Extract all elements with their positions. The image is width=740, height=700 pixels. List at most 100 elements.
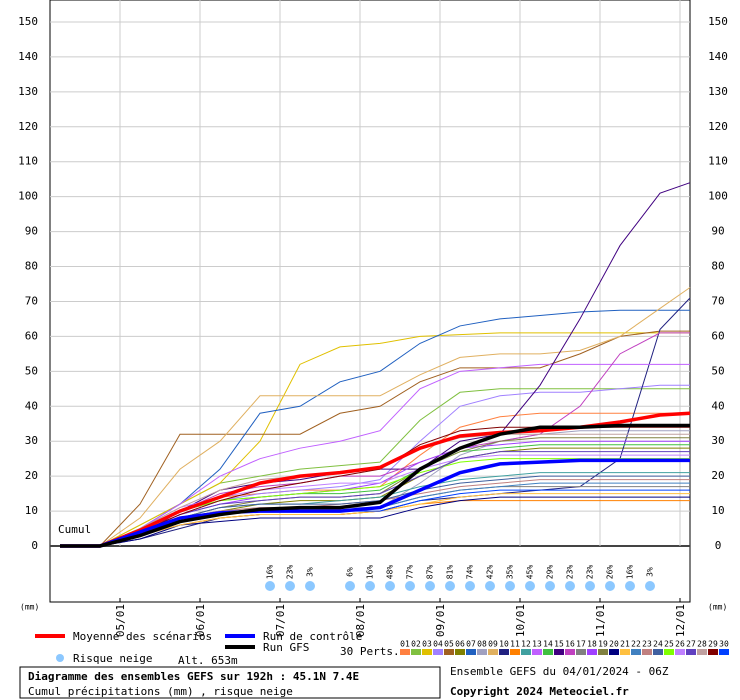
y-tick-label: 150 [708, 15, 728, 28]
legend-label: 10 [499, 640, 509, 649]
snow-icon [525, 581, 535, 591]
chart-title: Diagramme des ensembles GEFS sur 192h : … [28, 670, 359, 683]
legend-swatch [653, 649, 663, 655]
legend-swatch [686, 649, 696, 655]
y-tick-label: 90 [711, 225, 724, 238]
legend-label: 22 [631, 640, 641, 649]
legend-label: 15 [554, 640, 564, 649]
legend-label: 23 [642, 640, 652, 649]
title-box [19, 666, 441, 699]
snow-icon [345, 581, 355, 591]
snow-icon [565, 581, 575, 591]
legend-label: 17 [576, 640, 586, 649]
legend-swatch [543, 649, 553, 655]
y-tick-label: 100 [18, 190, 38, 203]
legend-label: 29 [708, 640, 718, 649]
legend-label: Run GFS [263, 641, 309, 654]
y-tick-label: 140 [708, 50, 728, 63]
run-label: Ensemble GEFS du 04/01/2024 - 06Z [450, 665, 669, 678]
legend-swatch [422, 649, 432, 655]
altitude: Alt. 653m [178, 654, 238, 667]
copyright: Copyright 2024 Meteociel.fr [450, 685, 629, 698]
legend-swatch [598, 649, 608, 655]
y-tick-label: 60 [25, 329, 38, 342]
snow-icon [425, 581, 435, 591]
snow-icon [445, 581, 455, 591]
x-tick-label: 07/01 [274, 604, 287, 637]
y-tick-label: 0 [31, 539, 38, 552]
x-tick-label: 09/01 [434, 604, 447, 637]
y-tick-label: 50 [711, 364, 724, 377]
y-tick-label: 40 [25, 399, 38, 412]
snow-icon [385, 581, 395, 591]
y-tick-label: 80 [25, 260, 38, 273]
legend-swatch [697, 649, 707, 655]
legend-label: 12 [521, 640, 531, 649]
snow-risk-label: 26% [606, 565, 615, 580]
y-tick-label: 20 [25, 469, 38, 482]
snow-icon [485, 581, 495, 591]
y-tick-label: 120 [18, 120, 38, 133]
y-tick-label: 0 [715, 539, 722, 552]
legend-swatch [433, 649, 443, 655]
snow-risk-label: 16% [366, 565, 375, 580]
legend-swatch [521, 649, 531, 655]
x-tick-label: 06/01 [194, 604, 207, 637]
perts-label: 30 Perts. [340, 645, 400, 658]
snow-icon [405, 581, 415, 591]
legend-swatch [488, 649, 498, 655]
legend-label: 20 [609, 640, 619, 649]
snow-risk-label: 29% [546, 565, 555, 580]
legend-swatch [675, 649, 685, 655]
x-tick-label: 08/01 [354, 604, 367, 637]
snow-risk-label: 3% [646, 567, 655, 577]
legend-label: Moyenne des scénarios [73, 630, 212, 643]
legend-label: 09 [488, 640, 498, 649]
legend-label: 14 [543, 640, 553, 649]
legend-swatch [642, 649, 652, 655]
y-tick-label: 30 [25, 434, 38, 447]
legend-label: 02 [411, 640, 421, 649]
legend-swatch [466, 649, 476, 655]
legend-label: 24 [653, 640, 663, 649]
legend-label: 30 [719, 640, 729, 649]
snow-risk-label: 16% [626, 565, 635, 580]
snow-icon [585, 581, 595, 591]
y-tick-label: 50 [25, 364, 38, 377]
snow-icon [285, 581, 295, 591]
legend-label: 06 [455, 640, 465, 649]
snow-icon [365, 581, 375, 591]
legend-swatch [620, 649, 630, 655]
legend-swatch [499, 649, 509, 655]
legend-label: 27 [686, 640, 696, 649]
series-line [60, 330, 690, 547]
legend-label: 13 [532, 640, 542, 649]
snow-icon [645, 581, 655, 591]
snow-icon [625, 581, 635, 591]
legend-label: 08 [477, 640, 487, 649]
x-tick-label: 10/01 [514, 604, 527, 637]
legend-label: Run de contrôle [263, 630, 362, 643]
legend-swatch [664, 649, 674, 655]
snow-risk-label: 87% [426, 565, 435, 580]
snow-icon [465, 581, 475, 591]
legend-swatch [554, 649, 564, 655]
legend-swatch [576, 649, 586, 655]
y-tick-label: 100 [708, 190, 728, 203]
snow-risk-label: 35% [506, 565, 515, 580]
legend-swatch [510, 649, 520, 655]
x-tick-label: 11/01 [594, 604, 607, 637]
y-tick-label: 60 [711, 329, 724, 342]
legend-swatch [477, 649, 487, 655]
legend-swatch [565, 649, 575, 655]
snow-risk-label: 23% [566, 565, 575, 580]
y-tick-label: 130 [708, 85, 728, 98]
legend-label: 11 [510, 640, 520, 649]
y-tick-label: 70 [711, 294, 724, 307]
legend-label: 05 [444, 640, 454, 649]
snow-risk-label: 45% [526, 565, 535, 580]
snow-icon [305, 581, 315, 591]
y-tick-label: 110 [18, 155, 38, 168]
snow-risk-label: 81% [446, 565, 455, 580]
